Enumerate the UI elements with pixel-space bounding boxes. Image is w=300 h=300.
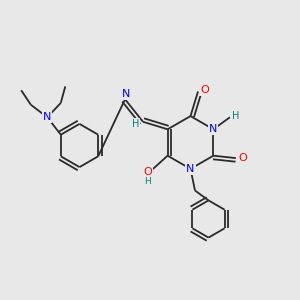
Text: N: N — [43, 112, 52, 122]
Text: N: N — [209, 124, 218, 134]
Text: H: H — [144, 177, 151, 186]
Text: H: H — [232, 111, 239, 121]
Text: H: H — [132, 119, 140, 129]
Text: O: O — [143, 167, 152, 177]
Text: N: N — [122, 89, 130, 100]
Text: N: N — [186, 164, 195, 174]
Text: O: O — [238, 153, 247, 163]
Text: O: O — [200, 85, 209, 95]
